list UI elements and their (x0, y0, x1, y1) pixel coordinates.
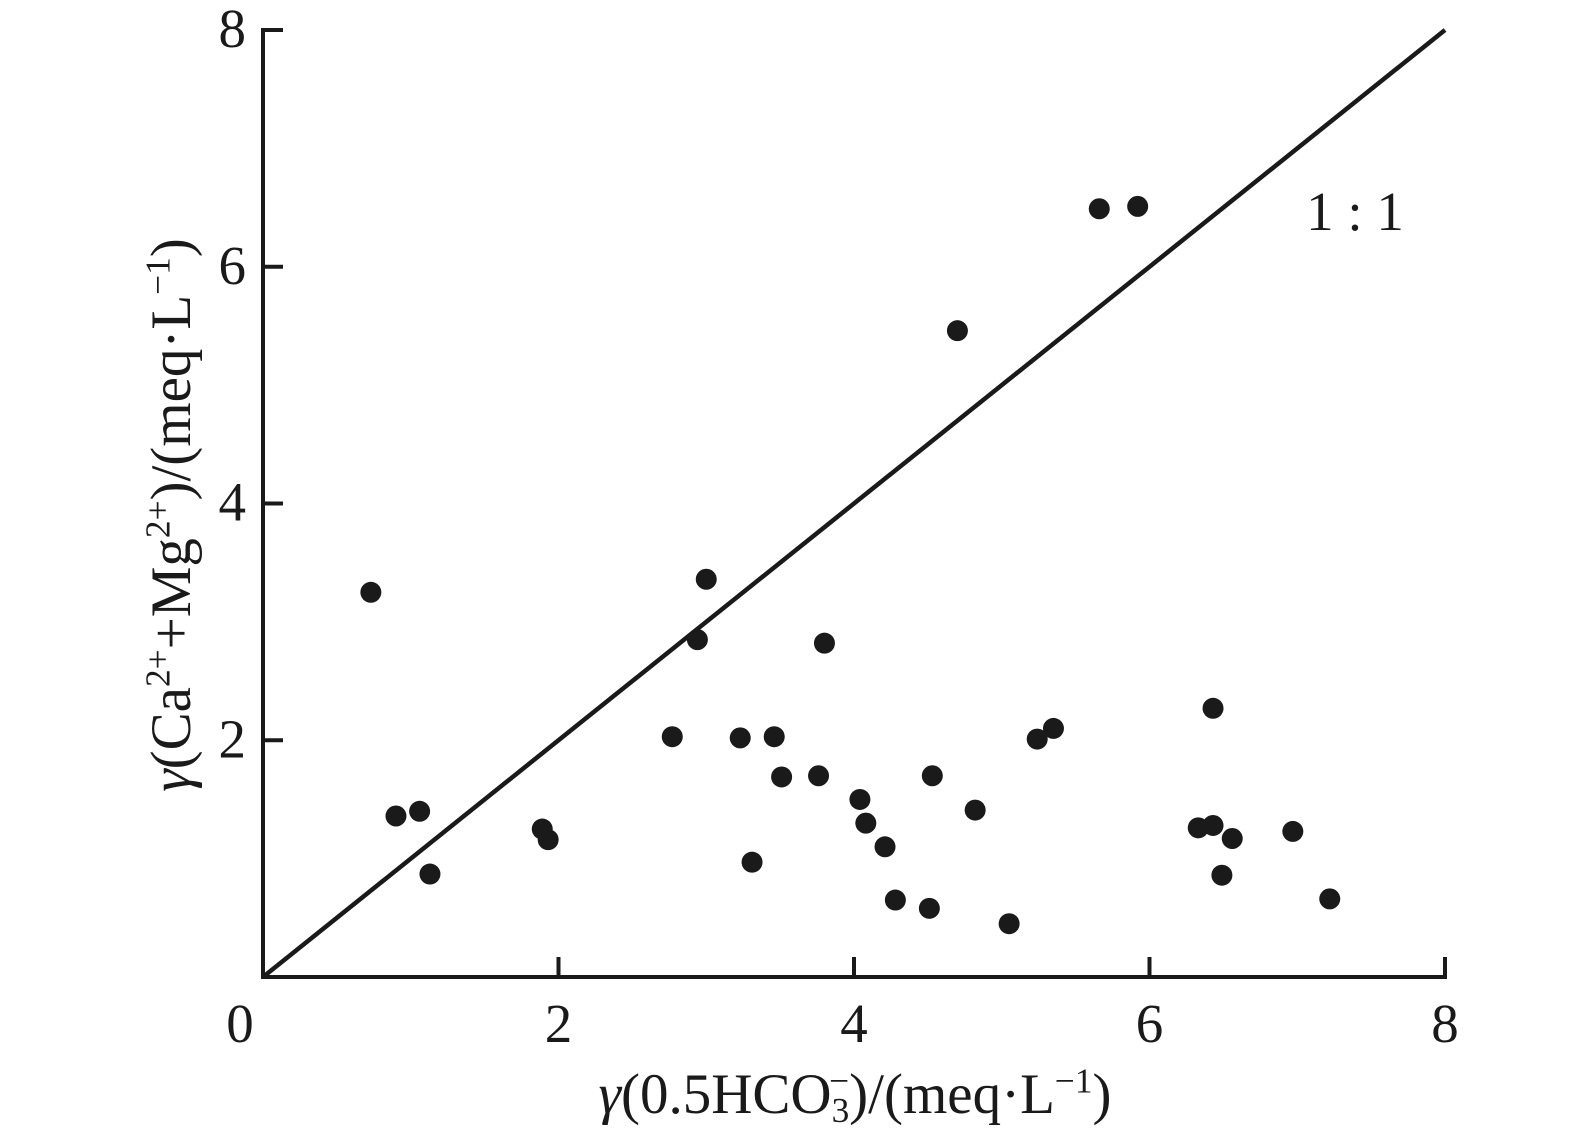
tick-labels: 2 4 6 8 2 4 6 8 0 (219, 0, 1459, 1054)
data-point (686, 629, 708, 651)
data-point (1319, 888, 1341, 910)
x-tick-label: 4 (840, 993, 868, 1054)
data-point (813, 632, 835, 654)
data-point (661, 726, 683, 748)
y-tick-label: 4 (219, 472, 247, 533)
data-point (385, 805, 407, 827)
data-point (409, 800, 431, 822)
data-point (771, 766, 793, 788)
y-tick-label: 2 (219, 708, 247, 769)
x-tick-label: 8 (1431, 993, 1459, 1054)
y-axis-label: γ(Ca2++Mg2+)/(meq·L−1) (138, 238, 203, 792)
data-point (874, 836, 896, 858)
data-point (419, 863, 441, 885)
data-point (1282, 820, 1304, 842)
one-to-one-line (261, 28, 1447, 979)
data-point (1202, 697, 1224, 719)
data-point (1088, 198, 1110, 220)
data-points (360, 195, 1341, 935)
one-to-one-line-label: 1 : 1 (1306, 181, 1404, 242)
data-point (918, 897, 940, 919)
data-point (729, 727, 751, 749)
origin-tick-label: 0 (226, 993, 254, 1054)
data-point (855, 812, 877, 834)
x-axis-label: γ(0.5HCO3−)/(meq·L−1) (599, 1061, 1112, 1130)
data-point (1221, 828, 1243, 850)
data-point (1026, 728, 1048, 750)
data-point (537, 829, 559, 851)
data-point (1211, 864, 1233, 886)
data-point (360, 581, 382, 603)
data-point (763, 726, 785, 748)
data-point (884, 889, 906, 911)
y-tick-label: 8 (219, 0, 247, 59)
data-point (998, 913, 1020, 935)
x-tick-label: 6 (1136, 993, 1164, 1054)
data-point (964, 799, 986, 821)
data-point (741, 851, 763, 873)
data-point (1127, 195, 1149, 217)
data-point (946, 320, 968, 342)
data-point (921, 765, 943, 787)
data-point (1202, 814, 1224, 836)
x-tick-label: 2 (545, 993, 573, 1054)
data-point (695, 568, 717, 590)
data-point (1042, 717, 1064, 739)
data-point (849, 788, 871, 810)
tick-marks (263, 28, 1447, 977)
y-tick-label: 6 (219, 235, 247, 296)
data-point (808, 765, 830, 787)
